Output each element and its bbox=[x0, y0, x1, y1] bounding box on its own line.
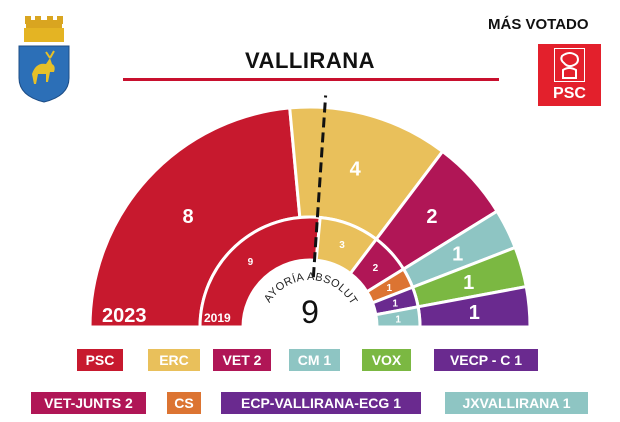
majority-value: 9 bbox=[301, 294, 319, 330]
seat-label-2023-3: 1 bbox=[452, 243, 463, 265]
legend-item: VECP - C 1 bbox=[434, 349, 538, 371]
legend-item: ERC bbox=[148, 349, 200, 371]
seat-label-2019-5: 1 bbox=[395, 314, 401, 325]
vallirana-coat-of-arms-icon bbox=[18, 16, 70, 103]
seat-label-2019-2: 2 bbox=[373, 263, 379, 274]
legend-item: JXVALLIRANA 1 bbox=[445, 392, 588, 414]
logo-text: PSC bbox=[553, 85, 586, 102]
psc-logo: PSC bbox=[538, 44, 601, 106]
majority-line bbox=[311, 95, 328, 278]
seat-label-2019-4: 1 bbox=[392, 298, 398, 309]
title-underline bbox=[123, 78, 499, 81]
seat-label-2019-0: 9 bbox=[248, 257, 254, 268]
legend-item: VET 2 bbox=[213, 349, 271, 371]
seat-label-2019-1: 3 bbox=[339, 240, 345, 251]
legend-item: VET-JUNTS 2 bbox=[31, 392, 146, 414]
seat-label-2023-1: 4 bbox=[350, 158, 362, 180]
legend-item: PSC bbox=[77, 349, 123, 371]
legend-item: VOX bbox=[362, 349, 411, 371]
ring-year-2019: 2019 bbox=[204, 311, 231, 325]
legend-item: ECP-VALLIRANA-ECG 1 bbox=[221, 392, 421, 414]
chart-title: VALLIRANA bbox=[245, 48, 375, 73]
legend-item: CS bbox=[167, 392, 201, 414]
seat-label-2023-0: 8 bbox=[183, 206, 194, 228]
rose-fist-icon bbox=[554, 48, 585, 82]
seat-label-2019-3: 1 bbox=[386, 283, 392, 294]
seat-arc-2019-5 bbox=[374, 305, 422, 329]
seat-label-2023-2: 2 bbox=[426, 206, 437, 228]
seat-label-2023-5: 1 bbox=[469, 302, 480, 324]
winner-label: MÁS VOTADO bbox=[488, 16, 589, 33]
seat-label-2023-4: 1 bbox=[463, 272, 474, 294]
legend-item: CM 1 bbox=[289, 349, 340, 371]
ring-year-2023: 2023 bbox=[102, 305, 147, 327]
